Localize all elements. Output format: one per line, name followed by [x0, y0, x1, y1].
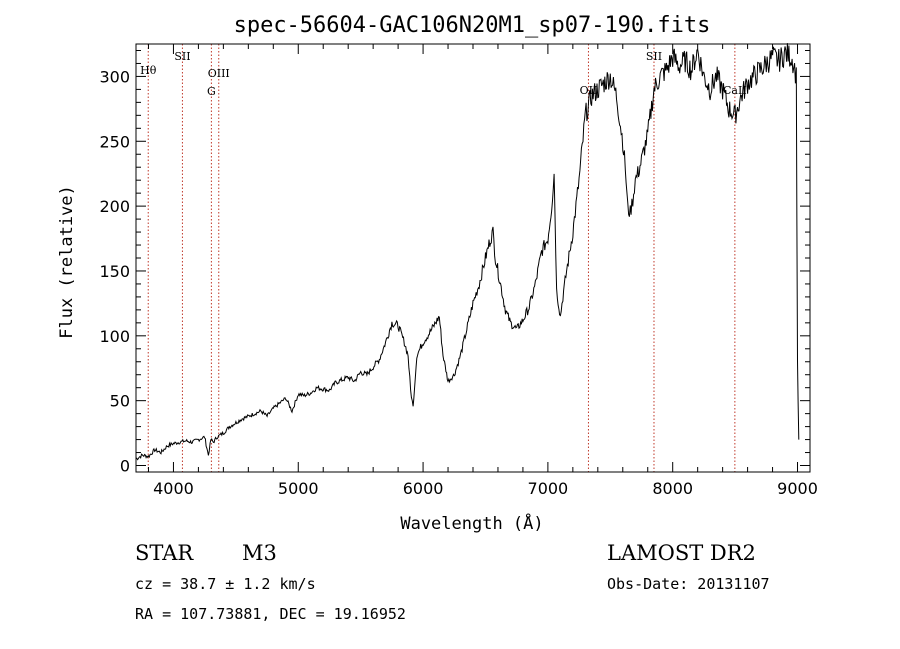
- y-tick-label: 150: [99, 262, 130, 281]
- x-tick-label: 7000: [528, 479, 569, 498]
- x-tick-label: 9000: [777, 479, 818, 498]
- spectral-line-label: G: [207, 85, 216, 98]
- observation-date: Obs-Date: 20131107: [607, 575, 770, 593]
- spectrum-series-line: [135, 43, 800, 461]
- ticks-layer: 4000 5000 6000 7000 8000 9000 0 50 100 150 200 250 3…: [99, 44, 818, 498]
- y-tick-label: 200: [99, 197, 130, 216]
- spectral-line-label: CaII: [723, 84, 747, 97]
- spectral-line-label: SII: [646, 50, 662, 63]
- y-tick-label: 100: [99, 327, 130, 346]
- spectral-line-label: Hθ: [140, 64, 157, 77]
- x-tick-label: 6000: [403, 479, 444, 498]
- object-subclass: M3: [242, 541, 277, 565]
- y-tick-label: 250: [99, 132, 130, 151]
- survey-name: LAMOST DR2: [607, 541, 756, 565]
- y-tick-label: 300: [99, 67, 130, 86]
- y-tick-label: 0: [120, 457, 130, 476]
- y-axis-label: Flux (relative): [57, 185, 77, 339]
- coordinates: RA = 107.73881, DEC = 19.16952: [135, 605, 406, 623]
- y-tick-label: 50: [110, 392, 130, 411]
- x-axis-label: Wavelength (Å): [400, 512, 543, 534]
- x-tick-label: 8000: [652, 479, 693, 498]
- x-tick-label: 4000: [153, 479, 194, 498]
- spectral-line-label: SII: [174, 50, 190, 63]
- redshift-cz: cz = 38.7 ± 1.2 km/s: [135, 575, 316, 593]
- spectral-line-label: OIII: [208, 67, 230, 80]
- object-class: STAR: [135, 541, 194, 565]
- plot-frame: [135, 43, 811, 473]
- chart-title: spec-56604-GAC106N20M1_sp07-190.fits: [234, 13, 711, 38]
- x-tick-label: 5000: [278, 479, 319, 498]
